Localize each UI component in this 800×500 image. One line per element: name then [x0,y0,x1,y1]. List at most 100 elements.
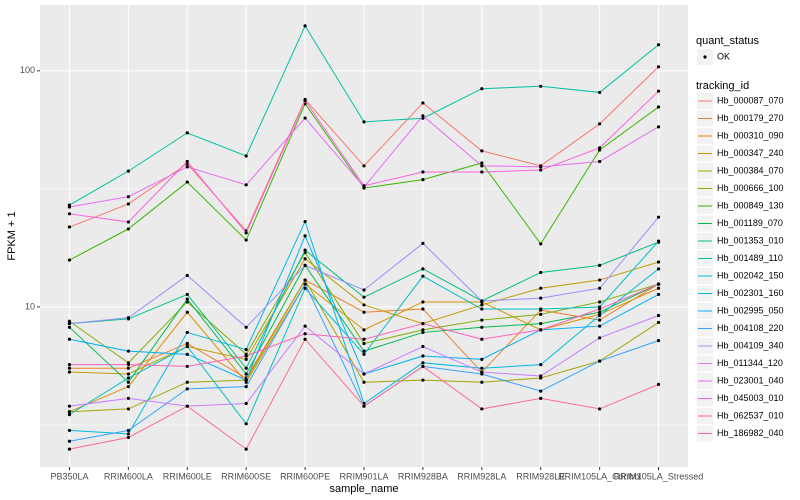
legend-label: OK [717,51,730,61]
point [303,248,307,252]
point [539,296,543,300]
point [539,363,543,367]
point [244,378,248,382]
point [67,225,72,229]
point [656,292,661,297]
point [598,407,602,411]
point [480,307,484,311]
point [244,238,248,242]
point [126,169,130,173]
point [421,322,425,326]
legend-label: Hb_186982_040 [717,428,784,438]
point [126,202,130,206]
point [421,378,425,382]
point [539,242,543,246]
point [126,366,130,370]
point [539,328,543,332]
point [480,149,484,153]
point [67,322,72,326]
point [126,380,130,384]
point [244,231,248,235]
point [126,220,130,224]
point [126,384,130,389]
legend-label: Hb_000384_070 [717,165,784,175]
point [598,359,602,363]
point [656,267,661,271]
point [539,312,543,316]
point [362,404,366,408]
point [303,219,307,224]
point [303,263,307,267]
point [67,410,72,414]
point [185,300,189,304]
point [656,65,661,69]
point [421,101,425,105]
point [126,407,130,411]
x-tick-label: RRIM600PE [280,471,330,481]
point [656,313,661,318]
point [185,364,189,369]
point [126,349,130,353]
legend-label: Hb_062537_010 [717,410,784,420]
point [185,159,189,164]
legend-title: quant_status [696,35,759,47]
point [303,282,307,286]
point [126,363,130,367]
legend-label: Hb_023001_040 [717,375,784,385]
point [480,161,484,165]
point [656,339,661,343]
point [185,131,189,135]
x-tick-label: RRIM105LA_Control [558,471,641,481]
point [303,234,307,238]
legend-label: Hb_004108_220 [717,323,784,333]
point [656,239,661,243]
point [480,407,484,411]
point [244,366,248,370]
point [244,447,248,451]
point [362,288,366,292]
point [539,286,543,290]
point [126,195,130,199]
legend-label: Hb_045003_010 [717,393,784,403]
point [598,263,602,267]
point [185,310,189,314]
point [67,447,72,451]
point [362,341,366,346]
point [421,274,425,278]
point [362,372,366,376]
legend-label: Hb_001489_110 [717,253,783,263]
point [598,336,602,340]
point [67,404,72,408]
point [244,347,248,352]
point [421,354,425,358]
point [656,260,661,264]
point [67,319,72,323]
point [480,164,484,168]
point [185,297,189,301]
point [303,116,307,120]
point [185,341,189,346]
point [126,432,130,436]
x-tick-label: RRIM600LE [163,471,212,481]
point [421,344,425,349]
point [126,316,130,320]
point [67,212,72,216]
point [421,330,425,335]
point [126,428,130,433]
point [598,146,602,150]
point [598,300,602,304]
legend-point [703,55,707,59]
point [126,227,130,231]
legend-label: Hb_000849_130 [717,200,784,210]
point [244,354,248,358]
point [67,413,72,417]
point [656,382,661,386]
point [362,380,366,384]
point [362,352,366,356]
point [67,363,72,367]
point [598,159,602,164]
point [539,307,543,311]
point [362,328,366,332]
point [244,401,248,406]
